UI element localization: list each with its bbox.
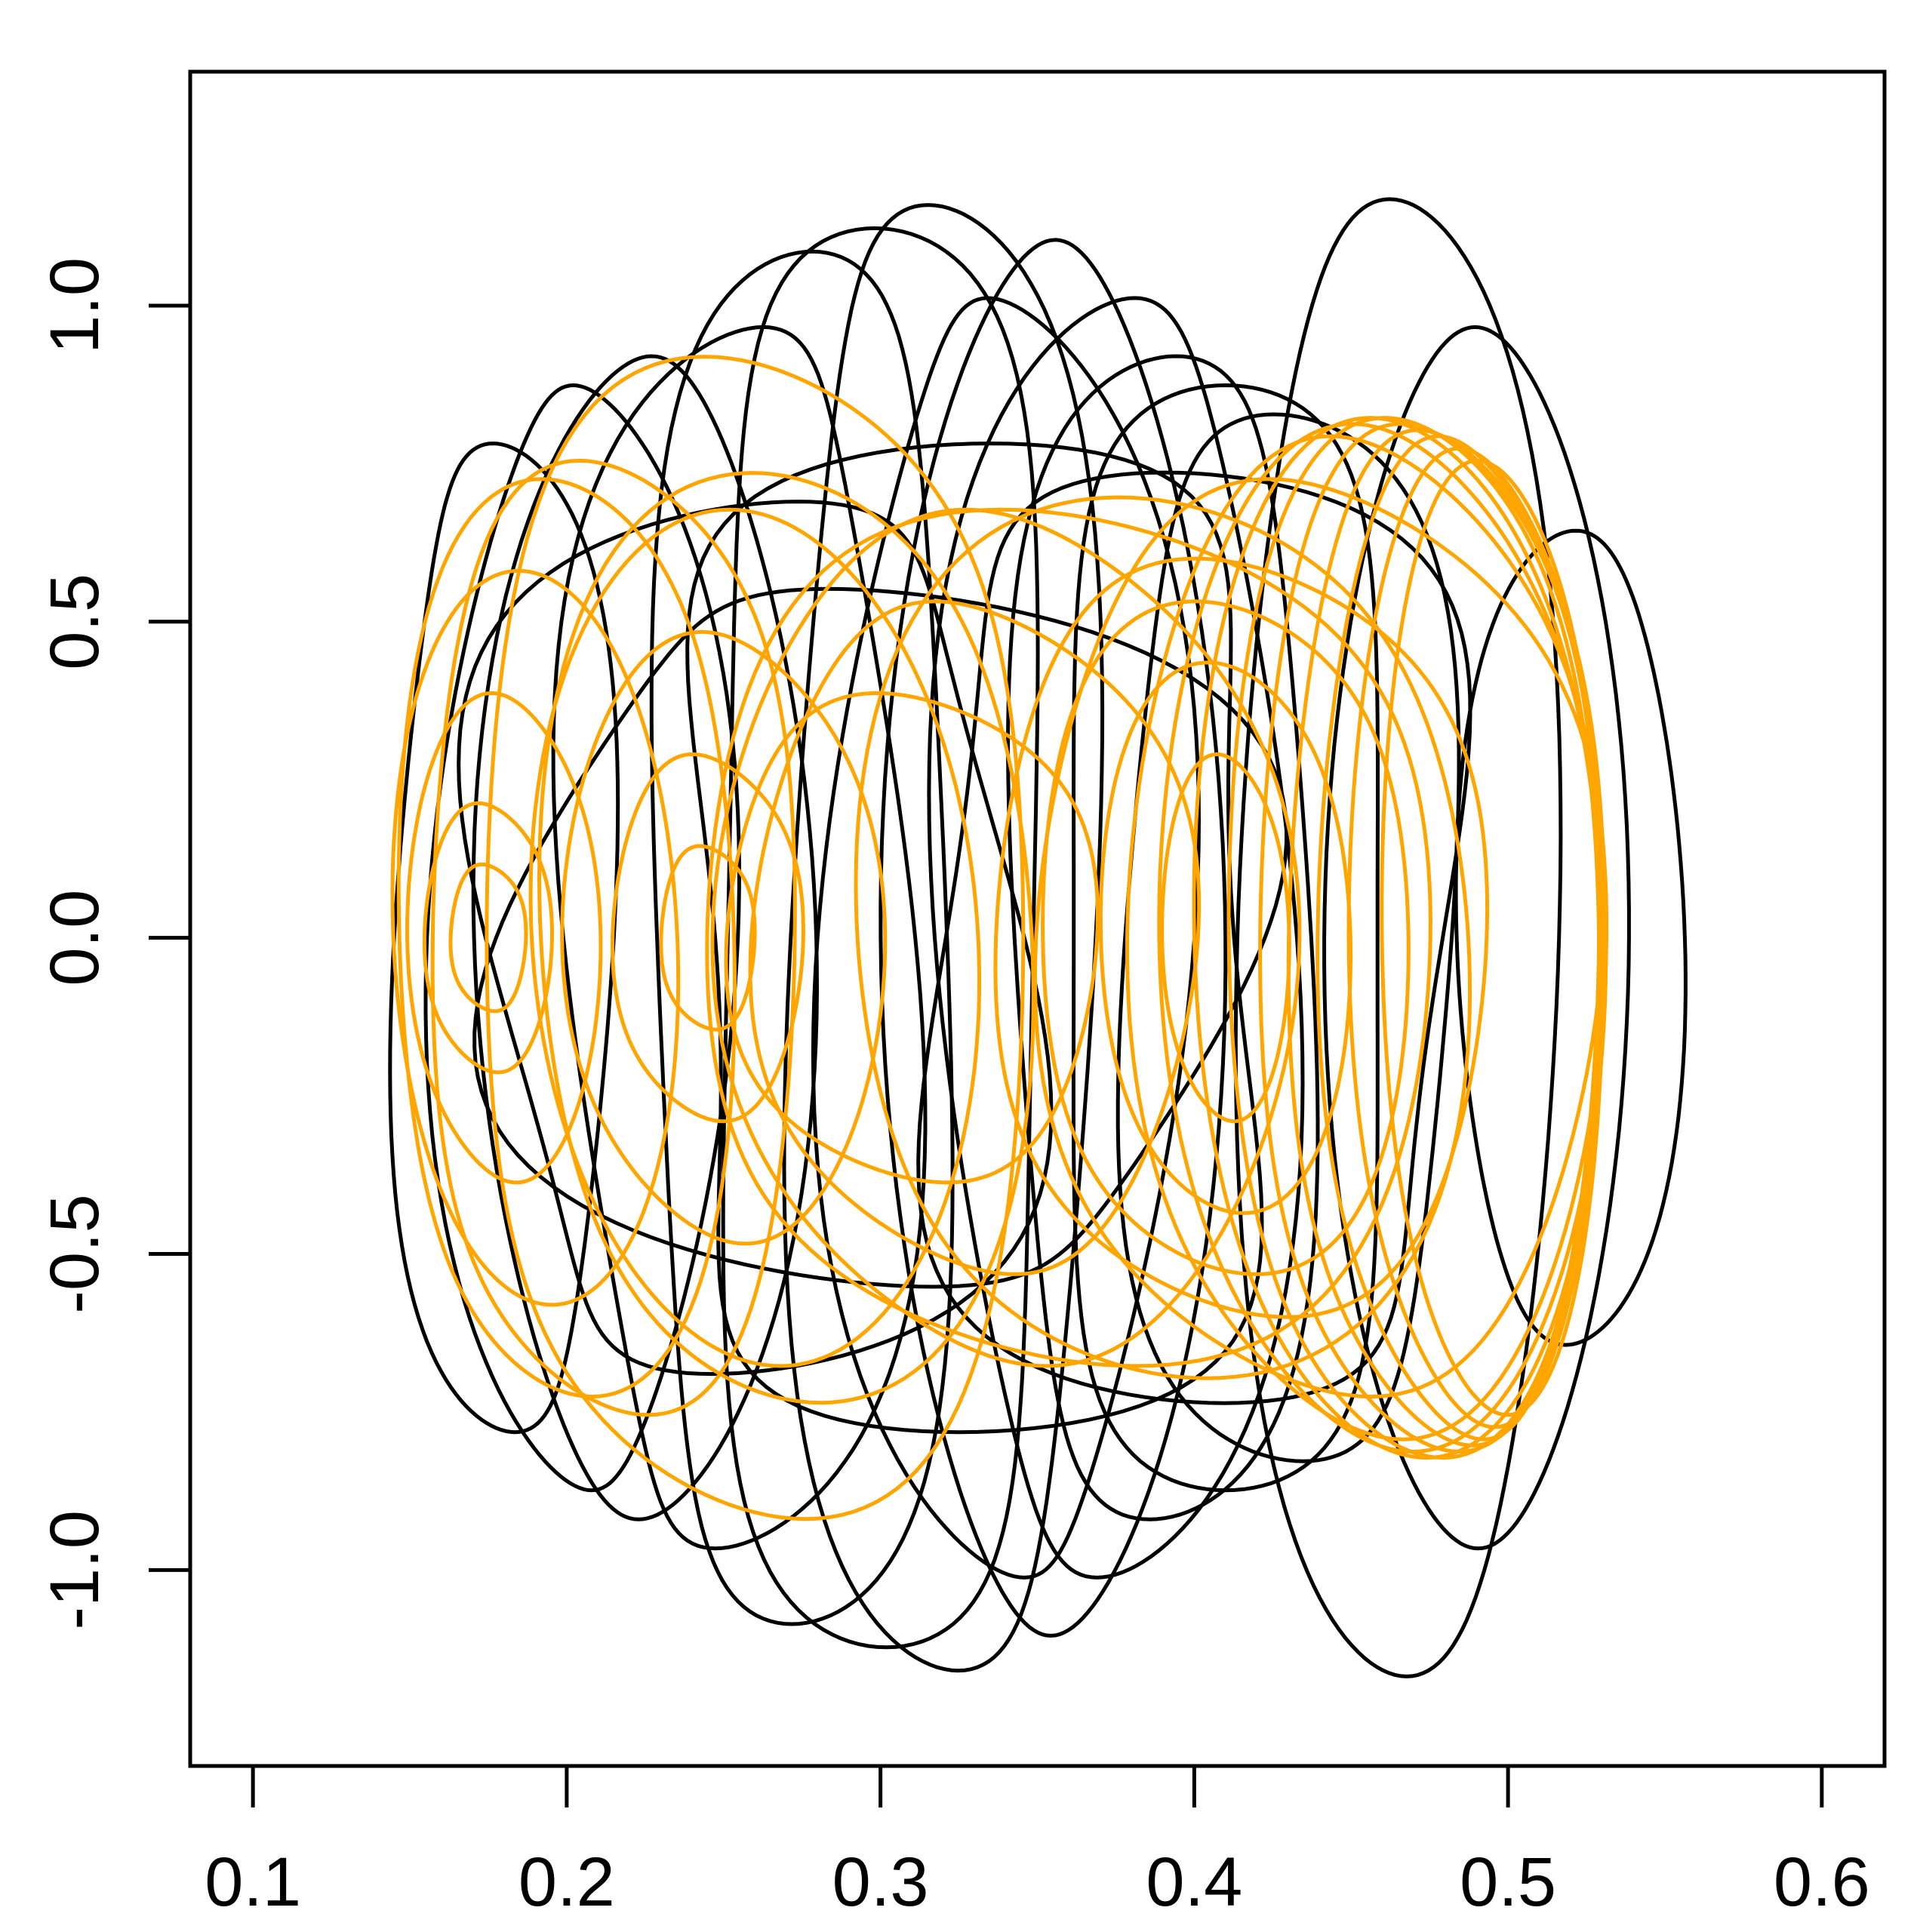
series-0-loop-6 <box>782 203 1105 1673</box>
series-1-loop-17 <box>1041 599 1411 1276</box>
series-1-loop-22 <box>1192 416 1605 1460</box>
series-0-loop-1 <box>423 383 741 1493</box>
x-tick-label-4: 0.5 <box>1460 1844 1556 1921</box>
series-1-loop-11 <box>485 355 1026 1521</box>
y-tick-label-4: 1.0 <box>36 257 113 354</box>
series-0-loop-8 <box>878 238 1228 1638</box>
series-0-loop-14 <box>1322 325 1631 1551</box>
y-tick-label-0: -1.0 <box>36 1510 113 1630</box>
x-tick-label-3: 0.4 <box>1146 1844 1242 1921</box>
series-1-loop-10 <box>537 471 1035 1405</box>
series-1-loop-7 <box>610 752 805 1124</box>
series-1-loop-21 <box>1157 422 1608 1454</box>
series-layer <box>388 197 1688 1678</box>
series-1-loop-29 <box>854 495 1472 1380</box>
series-1-loop-13 <box>748 599 1202 1276</box>
series-1-loop-12 <box>724 691 1100 1185</box>
y-tick-label-2: 0.0 <box>36 890 113 986</box>
x-tick-label-5: 0.6 <box>1774 1844 1870 1921</box>
series-0-loop-10 <box>1006 354 1320 1521</box>
plot-frame <box>188 69 1887 1768</box>
series-1-loop-8 <box>560 629 888 1246</box>
x-tick-label-2: 0.3 <box>832 1844 929 1921</box>
series-0-loop-7 <box>811 296 1202 1580</box>
series-0-loop-4 <box>649 249 955 1626</box>
x-tick-label-0: 0.1 <box>205 1844 301 1921</box>
series-1-loop-27 <box>1346 446 1607 1429</box>
series-1 <box>390 355 1608 1521</box>
y-tick-label-3: 0.5 <box>36 574 113 670</box>
series-0-loop-15 <box>1454 528 1688 1347</box>
series-1-loop-30 <box>705 507 1432 1368</box>
series-1-loop-14 <box>710 507 1302 1368</box>
series-1-loop-0 <box>448 862 528 1014</box>
series-1-loop-19 <box>1032 477 1607 1399</box>
series-1-loop-16 <box>1098 660 1352 1215</box>
series-0-loop-13 <box>1233 197 1563 1678</box>
series-0-loop-2 <box>471 354 820 1521</box>
y-tick-label-1: -0.5 <box>36 1194 113 1314</box>
series-0-loop-17 <box>685 441 1264 1435</box>
series-1-loop-15 <box>1160 752 1291 1124</box>
x-tick-label-1: 0.2 <box>518 1844 615 1921</box>
series-1-loop-3 <box>390 568 681 1307</box>
series-1-loop-1 <box>422 801 554 1075</box>
series-1-loop-9 <box>528 507 982 1368</box>
series-1-loop-5 <box>430 458 797 1417</box>
series-1-loop-2 <box>405 691 603 1185</box>
series-1-loop-4 <box>396 477 737 1399</box>
series-1-loop-28 <box>1380 458 1605 1417</box>
series-0-loop-19 <box>472 586 1289 1289</box>
y-axis: -1.0 -0.5 0.0 0.5 1.0 <box>36 257 190 1630</box>
x-axis: 0.1 0.2 0.3 0.4 0.5 0.6 <box>205 1766 1870 1921</box>
